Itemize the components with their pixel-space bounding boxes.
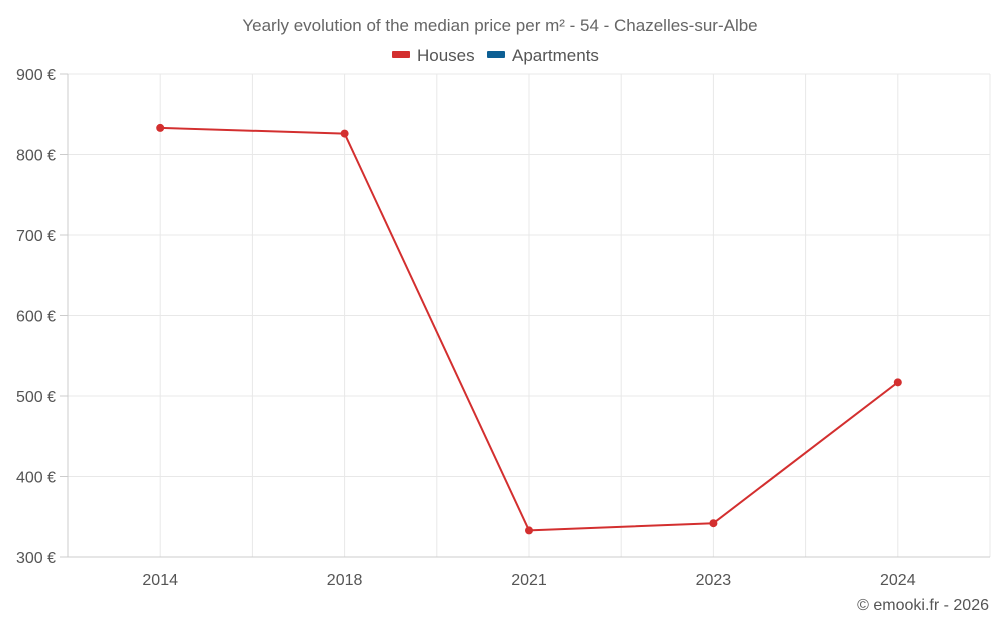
legend-item-houses[interactable]: Houses: [392, 46, 475, 65]
y-tick-label: 800 €: [16, 148, 56, 165]
x-tick-label: 2014: [142, 572, 178, 589]
data-point-houses[interactable]: [156, 123, 165, 132]
y-tick-label: 500 €: [16, 389, 56, 406]
legend-item-apartments[interactable]: Apartments: [487, 46, 599, 65]
legend-swatch-houses: [392, 51, 410, 58]
x-tick-label: 2023: [696, 572, 732, 589]
data-point-houses[interactable]: [525, 526, 533, 535]
y-tick-label: 300 €: [16, 550, 56, 567]
legend: Houses Apartments: [392, 46, 599, 65]
legend-label-apartments: Apartments: [512, 46, 599, 65]
y-tick-label: 600 €: [16, 309, 56, 326]
x-tick-label: 2018: [327, 572, 363, 589]
y-axis-ticks: 300 € 400 € 500 € 600 € 700 € 800 € 900 €: [16, 67, 68, 567]
y-tick-label: 900 €: [16, 67, 56, 84]
legend-label-houses: Houses: [417, 46, 475, 65]
grid: [67, 73, 991, 557]
chart-title: Yearly evolution of the median price per…: [242, 16, 757, 35]
credit-text: © emooki.fr - 2026: [857, 597, 989, 614]
x-tick-label: 2021: [511, 572, 547, 589]
y-tick-label: 700 €: [16, 228, 56, 245]
x-tick-label: 2024: [880, 572, 916, 589]
x-axis-ticks: 2014 2018 2021 2023 2024: [142, 572, 915, 589]
y-tick-label: 400 €: [16, 470, 56, 487]
data-point-houses[interactable]: [340, 129, 349, 138]
data-point-houses[interactable]: [893, 378, 902, 387]
data-point-houses[interactable]: [709, 519, 718, 528]
legend-swatch-apartments: [487, 51, 505, 58]
series: [156, 123, 902, 535]
